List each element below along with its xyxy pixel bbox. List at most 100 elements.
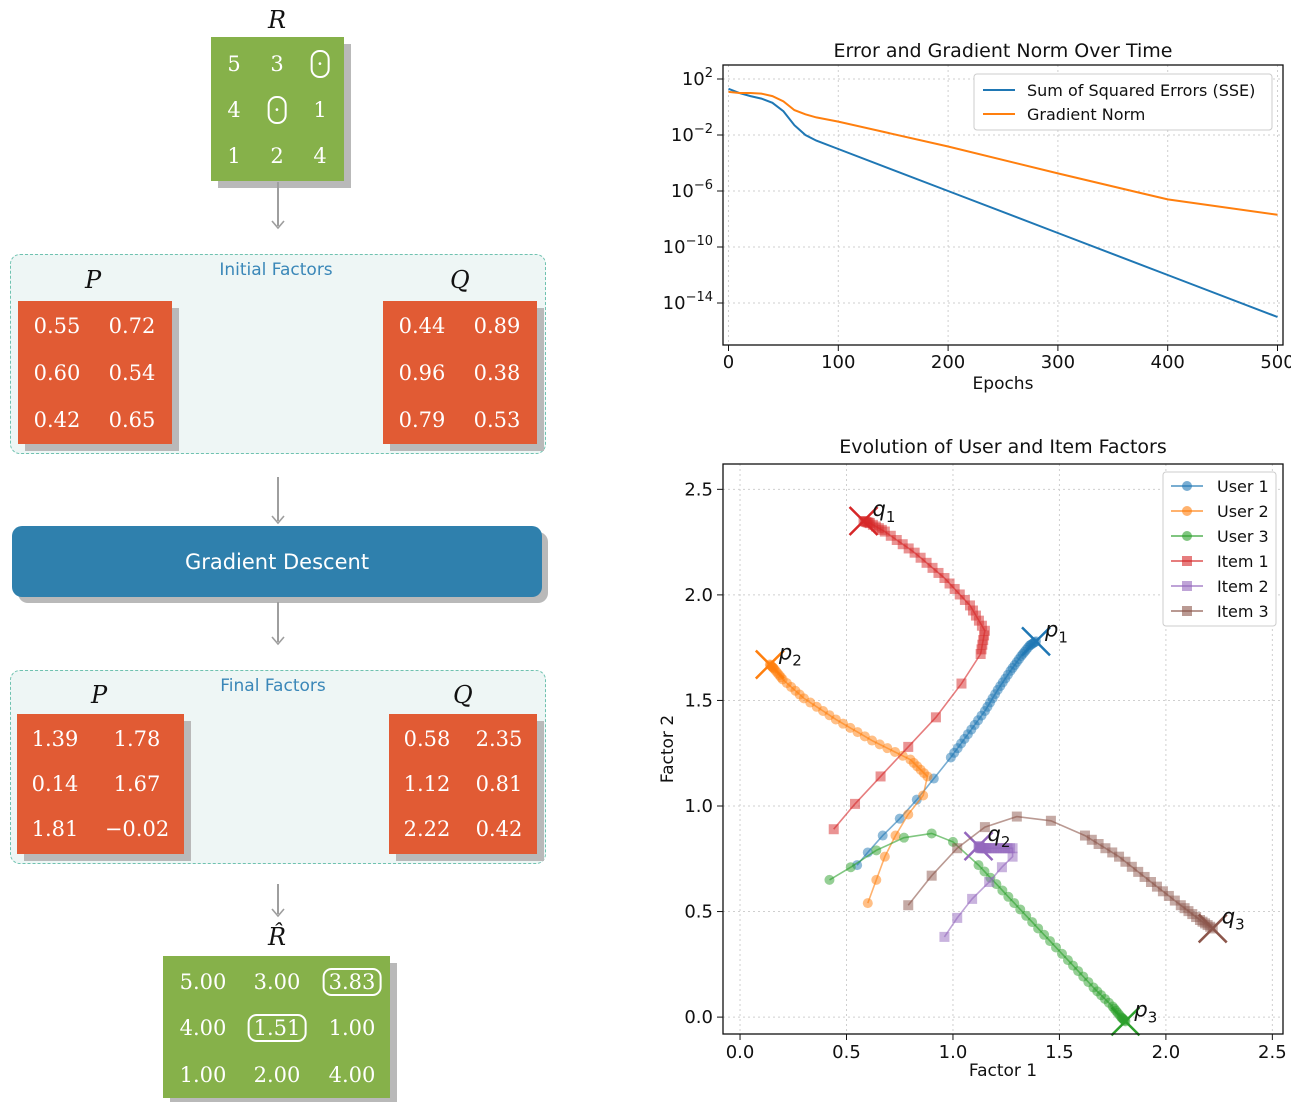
- data-point: [973, 860, 984, 871]
- data-point: [976, 620, 987, 631]
- data-point: [1045, 815, 1056, 826]
- data-point: [970, 610, 981, 621]
- data-point: [939, 573, 950, 583]
- matrix-cell: 0.89: [473, 314, 521, 338]
- x-axis-label: Epochs: [973, 374, 1034, 394]
- data-point: [979, 625, 990, 636]
- legend-marker: [1182, 556, 1192, 566]
- end-label: q2: [988, 822, 1011, 851]
- data-point: [909, 547, 920, 558]
- data-point: [1169, 895, 1180, 906]
- legend-marker: [1182, 506, 1192, 516]
- matrix-cell: 1.51: [247, 1014, 307, 1042]
- matrix-cell: 5: [227, 52, 241, 76]
- gradient-descent-label: Gradient Descent: [184, 549, 370, 574]
- data-point: [838, 718, 849, 729]
- legend-label: User 3: [1217, 527, 1269, 546]
- data-point: [1139, 871, 1150, 882]
- data-point: [1079, 830, 1090, 841]
- legend-box: [973, 73, 1273, 131]
- data-point: [879, 851, 890, 862]
- legend-marker: [1182, 581, 1192, 591]
- data-point: [944, 578, 955, 589]
- y-tick-label: 10−10: [663, 234, 713, 258]
- matrix-cell: ·: [267, 96, 287, 124]
- matrix-cell: 1.81: [31, 817, 79, 841]
- data-point: [1093, 839, 1104, 849]
- data-point: [897, 750, 908, 761]
- legend-marker: [1182, 606, 1192, 616]
- matrix-cell: 0.65: [108, 408, 156, 432]
- end-label: p3: [1133, 997, 1157, 1026]
- legend-marker: [1182, 481, 1192, 491]
- matrix-cell: 5.00: [179, 970, 227, 994]
- y-tick-label: 10−2: [671, 122, 713, 146]
- data-point: [1107, 847, 1118, 858]
- x-tick-label: 0: [723, 352, 734, 373]
- data-point: [871, 845, 882, 856]
- matrix-cell: 0.42: [475, 817, 523, 841]
- data-point: [877, 830, 888, 841]
- initial-factors-title: Initial Factors: [219, 260, 333, 280]
- data-point: [1145, 877, 1156, 887]
- data-point: [1003, 891, 1014, 902]
- data-point: [1011, 811, 1022, 822]
- end-marker: [1110, 1006, 1141, 1037]
- data-point: [996, 862, 1007, 873]
- matrix-cell: ·: [310, 50, 330, 78]
- legend-label: Item 2: [1217, 577, 1269, 596]
- matrix-cell: 3.00: [253, 970, 301, 994]
- matrix-cell: 0.44: [398, 314, 446, 338]
- x-tick-label: 400: [1151, 352, 1185, 373]
- legend-marker: [1182, 531, 1192, 541]
- data-point: [939, 931, 950, 942]
- data-point: [845, 722, 856, 733]
- y-tick-label: 10−6: [671, 178, 713, 202]
- data-point: [915, 552, 926, 563]
- matrix-cell: 2.22: [403, 817, 451, 841]
- data-point: [1133, 866, 1144, 877]
- data-point: [1009, 898, 1020, 909]
- x-tick-label: 2.0: [1152, 1042, 1181, 1063]
- data-point: [862, 898, 873, 909]
- matrix-cell: 4.00: [328, 1063, 376, 1087]
- data-point: [903, 900, 914, 911]
- factor-evolution-chart: Evolution of User and Item Factors p1 p2 p3…: [658, 436, 1287, 1081]
- end-marker: [848, 506, 879, 536]
- error-gradient-chart: Error and Gradient Norm Over Time 0 100 200…: [663, 40, 1291, 394]
- data-point: [1163, 890, 1174, 901]
- data-point: [1027, 917, 1038, 928]
- data-point: [890, 746, 901, 757]
- data-point: [1114, 851, 1125, 862]
- matrix-cell: 1: [313, 98, 327, 122]
- data-point: [1021, 910, 1032, 921]
- data-point: [852, 727, 863, 738]
- x-tick-label: 1.0: [939, 1042, 968, 1063]
- data-point: [956, 678, 967, 689]
- matrix-cell: 4.00: [179, 1016, 227, 1040]
- matrix-cell: 0.38: [473, 361, 521, 385]
- legend-label: Item 3: [1217, 602, 1269, 621]
- data-point: [885, 530, 896, 541]
- data-point: [903, 543, 914, 554]
- x-tick-label: 0.0: [726, 1042, 755, 1063]
- data-point: [1056, 948, 1067, 959]
- x-tick-label: 200: [931, 352, 965, 373]
- matrix-cell: 0.60: [33, 361, 81, 385]
- matrix-cell: 0.72: [108, 314, 156, 338]
- legend-label: Sum of Squared Errors (SSE): [1027, 81, 1255, 100]
- matrix-cell: 1.12: [403, 772, 451, 796]
- data-point: [903, 741, 914, 752]
- matrix-cell: 0.58: [403, 727, 451, 751]
- data-point: [926, 870, 937, 881]
- matrix-cell: 0.54: [108, 361, 156, 385]
- data-point: [967, 893, 978, 904]
- trajectory-line: [833, 520, 986, 830]
- data-point: [882, 743, 893, 754]
- data-point: [850, 798, 861, 809]
- data-point: [1051, 942, 1062, 953]
- data-point: [905, 754, 916, 765]
- matrix-cell: 3: [270, 52, 284, 76]
- data-point: [1086, 834, 1097, 845]
- data-point: [1039, 929, 1050, 940]
